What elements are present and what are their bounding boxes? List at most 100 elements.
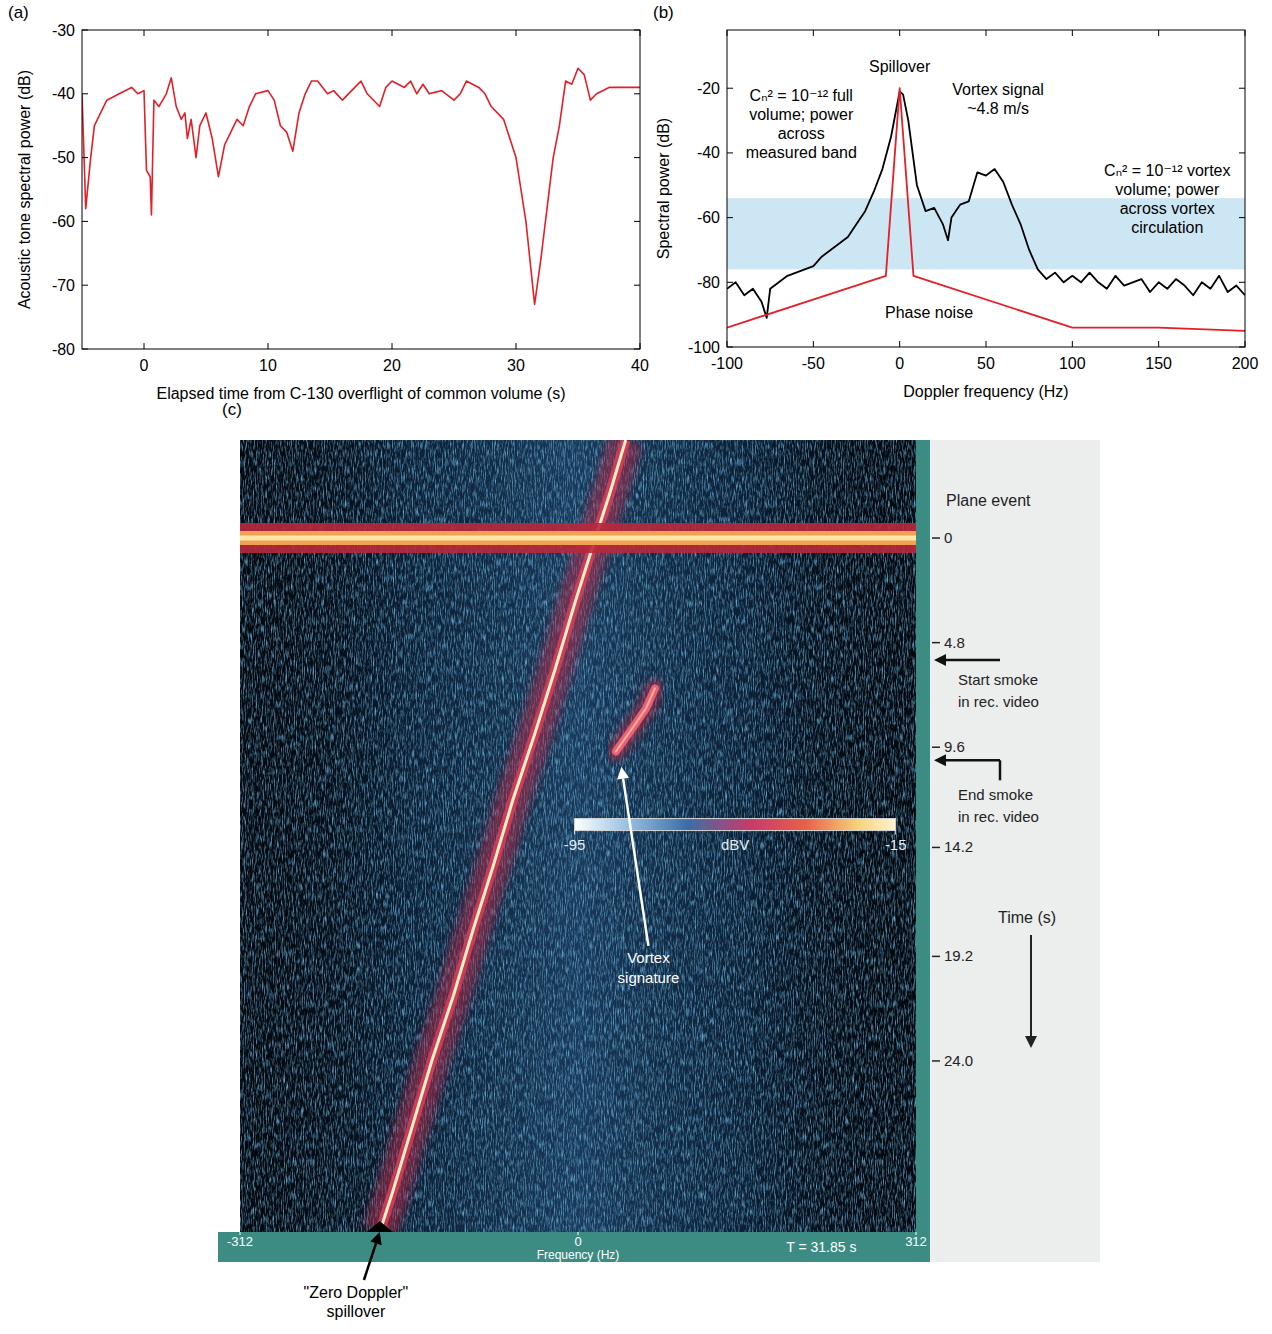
spillover-band [380, 440, 626, 1232]
y-tick [727, 217, 733, 218]
y-tick [727, 282, 733, 283]
x-tick-label: 150 [1145, 355, 1172, 372]
annotation: Phase noise [885, 304, 973, 321]
y-tick-label: 0 [944, 529, 952, 546]
x-tick [640, 343, 641, 349]
plot-frame [727, 30, 1245, 347]
y-tick [634, 93, 640, 94]
x-tick [392, 30, 393, 36]
annotation: spillover [327, 1303, 386, 1320]
y-tick-label: 14.2 [944, 838, 973, 855]
x-tick [986, 341, 987, 347]
annotation: Spillover [869, 58, 931, 75]
y-tick [1239, 217, 1245, 218]
spillover-line [380, 440, 626, 1232]
x-tick [268, 343, 269, 349]
time-arrow-head [1025, 1036, 1037, 1048]
event-label: in rec. video [958, 808, 1039, 825]
event-arrow-shaft [946, 759, 1000, 762]
event-elbow [999, 760, 1002, 780]
vortex-haze [616, 688, 655, 751]
annotation-arrow [617, 767, 648, 946]
y-tick-label: -30 [52, 22, 75, 39]
spectrogram-ground [240, 440, 916, 1232]
y-tick [82, 93, 88, 94]
annotation: volume; power [749, 106, 854, 123]
x-tick [516, 343, 517, 349]
y-tick [634, 157, 640, 158]
y-tick-label: 9.6 [944, 738, 965, 755]
annotation: measured band [746, 144, 857, 161]
y-tick [634, 285, 640, 286]
event-label: End smoke [958, 786, 1033, 803]
series-line [727, 88, 1245, 331]
y-tick-label: -20 [697, 80, 720, 97]
event-label: in rec. video [958, 693, 1039, 710]
y-tick [82, 285, 88, 286]
side-strip [916, 440, 930, 1262]
y-axis-title: Spectral power (dB) [655, 118, 672, 259]
x-tick [516, 30, 517, 36]
x-tick [899, 341, 900, 347]
y-tick [1239, 88, 1245, 89]
vortex-band [616, 688, 655, 751]
y-tick [1239, 347, 1245, 348]
y-axis-title: Acoustic tone spectral power (dB) [16, 70, 33, 309]
x-tick [813, 341, 814, 347]
x-tick [144, 30, 145, 36]
event-label: Start smoke [958, 671, 1038, 688]
y-tick [82, 221, 88, 222]
plot-frame [82, 30, 640, 349]
event-arrow-shaft [946, 659, 1000, 662]
y-tick [634, 30, 640, 31]
annotation: "Zero Doppler" [304, 1284, 409, 1301]
annotation: volume; power [1115, 181, 1220, 198]
y-tick-label: -40 [697, 144, 720, 161]
x-tick [1072, 30, 1073, 36]
y-tick [727, 88, 733, 89]
plot-1: -100-50050100150200-100-80-60-40-20Doppl… [653, 3, 1258, 400]
y-tick [932, 537, 940, 539]
time-arrow-shaft [1030, 935, 1032, 1036]
y-tick [932, 746, 940, 748]
x-tick [1158, 30, 1159, 36]
y-tick-label: 24.0 [944, 1052, 973, 1069]
annotation-arrow [364, 1232, 382, 1280]
x-tick-label: 20 [383, 357, 401, 374]
spillover-haze [380, 440, 626, 1232]
colorbar-label: dBV [721, 836, 749, 853]
x-tick-label: 30 [507, 357, 525, 374]
event-arrow-head [934, 754, 946, 766]
y-tick [932, 642, 940, 644]
plane-event-haze [240, 523, 916, 553]
x-tick-label: 10 [259, 357, 277, 374]
spectrogram-area [240, 440, 916, 1232]
colorbar-tick [895, 831, 896, 835]
vortex-core [616, 688, 655, 751]
plane-event-label: Plane event [946, 492, 1031, 509]
plot-0: 010203040-80-70-60-50-40-30Elapsed time … [8, 3, 649, 402]
y-tick [727, 347, 733, 348]
x-tick [1072, 341, 1073, 347]
time-arrow [1025, 935, 1037, 1048]
x-tick-label: 50 [977, 355, 995, 372]
x-tick-label: 0 [574, 1234, 581, 1249]
x-tick [1245, 30, 1246, 36]
x-tick [1158, 341, 1159, 347]
x-axis-title: Frequency (Hz) [537, 1248, 620, 1262]
y-tick [932, 847, 940, 849]
annotation-arrow-shaft [364, 1243, 376, 1280]
x-tick [727, 30, 728, 36]
zero-doppler-blob [367, 1221, 393, 1232]
annotation: Cₙ² = 10⁻¹² vortex [1104, 162, 1230, 179]
y-tick [1239, 282, 1245, 283]
y-tick-label: -60 [52, 213, 75, 230]
x-tick-label: 40 [631, 357, 649, 374]
y-tick [932, 1060, 940, 1062]
y-tick-label: 4.8 [944, 634, 965, 651]
annotation: Cₙ² = 10⁻¹² full [750, 87, 853, 104]
x-axis-title: Doppler frequency (Hz) [903, 383, 1068, 400]
y-tick [727, 152, 733, 153]
event-arrow [934, 754, 1000, 766]
x-tick [813, 30, 814, 36]
